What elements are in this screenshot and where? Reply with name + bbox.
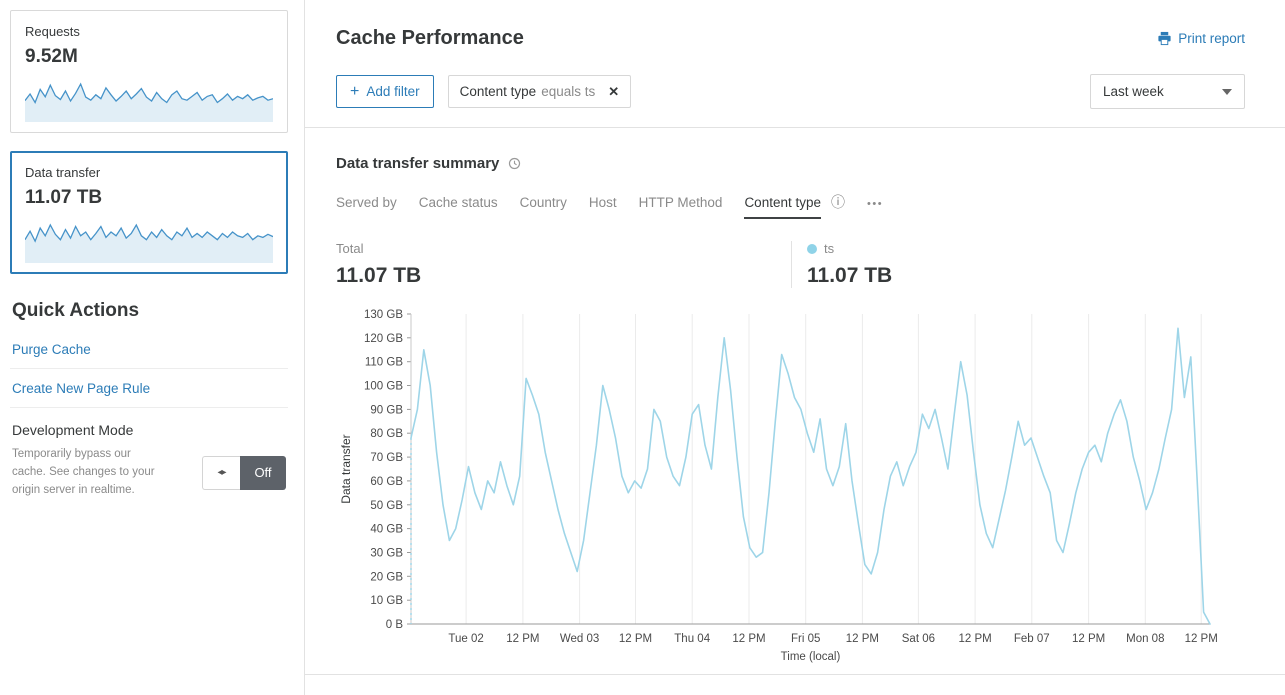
development-mode-description: Temporarily bypass our cache. See change… (12, 448, 155, 496)
history-clock-icon (509, 157, 521, 170)
svg-text:Data transfer: Data transfer (339, 434, 353, 503)
summary-stats: Total 11.07 TB ts 11.07 TB (336, 241, 1245, 288)
series-value: 11.07 TB (807, 264, 893, 287)
tab-http-method[interactable]: HTTP Method (638, 195, 723, 210)
print-report-link[interactable]: Print report (1157, 31, 1245, 46)
total-value: 11.07 TB (336, 264, 422, 287)
series-legend-label: ts (824, 241, 835, 256)
printer-icon (1158, 31, 1171, 46)
dev-mode-toggle-arrows-icon: ◂▸ (202, 455, 240, 490)
filter-chip-field: Content type (459, 84, 537, 99)
main-content: Cache Performance Print report + Add fil… (305, 0, 1285, 695)
svg-text:80 GB: 80 GB (370, 428, 403, 440)
svg-text:12 PM: 12 PM (506, 633, 539, 645)
quick-actions-title: Quick Actions (12, 300, 140, 321)
svg-text:0 B: 0 B (386, 619, 404, 631)
dev-mode-toggle[interactable]: ◂▸ Off (202, 455, 286, 490)
add-filter-label: Add filter (366, 84, 420, 99)
more-tabs-button[interactable]: ••• (867, 198, 884, 210)
chevron-down-icon (1222, 88, 1232, 95)
svg-text:60 GB: 60 GB (370, 476, 403, 488)
requests-sparkline-chart (25, 76, 273, 122)
requests-card-value: 9.52M (25, 46, 78, 67)
summary-tabs: Served by Cache status Country Host HTTP… (336, 192, 1245, 219)
svg-text:Time (local): Time (local) (781, 651, 841, 663)
requests-card-label: Requests (25, 24, 80, 39)
svg-text:Thu 04: Thu 04 (674, 633, 710, 645)
development-mode-title: Development Mode (12, 422, 134, 438)
requests-card[interactable]: Requests 9.52M (10, 10, 288, 133)
svg-text:90 GB: 90 GB (370, 404, 403, 416)
svg-text:Sat 06: Sat 06 (902, 633, 935, 645)
filter-chip-condition: equals ts (541, 84, 596, 99)
info-icon[interactable]: ⓘ (831, 194, 845, 210)
svg-text:12 PM: 12 PM (619, 633, 652, 645)
summary-section-title: Data transfer summary (336, 155, 500, 172)
data-transfer-card-value: 11.07 TB (25, 187, 103, 208)
tab-served-by[interactable]: Served by (336, 195, 397, 210)
svg-text:40 GB: 40 GB (370, 524, 403, 536)
svg-text:100 GB: 100 GB (364, 381, 403, 393)
svg-text:Feb 07: Feb 07 (1014, 633, 1050, 645)
filter-chip-close-icon[interactable]: ✕ (608, 83, 620, 99)
svg-text:12 PM: 12 PM (1072, 633, 1105, 645)
tab-cache-status[interactable]: Cache status (418, 195, 498, 210)
svg-text:130 GB: 130 GB (364, 309, 403, 321)
section-bottom-divider (305, 674, 1285, 675)
tab-country[interactable]: Country (519, 195, 567, 210)
tab-host[interactable]: Host (588, 195, 617, 210)
print-report-label: Print report (1178, 31, 1245, 46)
data-transfer-card[interactable]: Data transfer 11.07 TB (10, 151, 288, 274)
data-transfer-sparkline-chart (25, 217, 273, 263)
svg-text:12 PM: 12 PM (1185, 633, 1218, 645)
svg-text:120 GB: 120 GB (364, 333, 403, 345)
purge-cache-link[interactable]: Purge Cache (10, 330, 288, 369)
svg-text:10 GB: 10 GB (370, 595, 403, 607)
data-transfer-card-label: Data transfer (25, 165, 101, 180)
svg-text:20 GB: 20 GB (370, 571, 403, 583)
svg-text:30 GB: 30 GB (370, 548, 403, 560)
svg-text:70 GB: 70 GB (370, 452, 403, 464)
development-mode-section: Development Mode Temporarily bypass our … (10, 408, 288, 499)
svg-text:12 PM: 12 PM (732, 633, 765, 645)
data-transfer-chart-container: Tue 02 12 PM Wed 03 12 PM Thu 04 12 PM Fri 05 1… (336, 304, 1245, 672)
svg-text:12 PM: 12 PM (958, 633, 991, 645)
tab-content-type[interactable]: Content type (744, 195, 821, 219)
add-filter-button[interactable]: + Add filter (336, 75, 434, 108)
svg-text:Tue 02: Tue 02 (448, 633, 483, 645)
svg-text:12 PM: 12 PM (846, 633, 879, 645)
svg-text:110 GB: 110 GB (365, 357, 403, 369)
page-title: Cache Performance (336, 27, 524, 49)
time-range-value: Last week (1103, 84, 1164, 99)
create-page-rule-link[interactable]: Create New Page Rule (10, 369, 288, 408)
svg-text:Wed 03: Wed 03 (560, 633, 599, 645)
svg-text:50 GB: 50 GB (370, 500, 403, 512)
data-transfer-line-chart[interactable]: Tue 02 12 PM Wed 03 12 PM Thu 04 12 PM Fri 05 1… (336, 304, 1245, 672)
svg-text:Mon 08: Mon 08 (1126, 633, 1164, 645)
svg-text:Fri 05: Fri 05 (791, 633, 820, 645)
filter-chip-content-type[interactable]: Content type equals ts ✕ (447, 75, 632, 108)
dev-mode-toggle-state: Off (240, 455, 286, 490)
sidebar: Requests 9.52M Data transfer 11.07 TB Qu… (0, 0, 305, 695)
total-label: Total (336, 241, 364, 256)
stats-divider (791, 241, 792, 288)
time-range-select[interactable]: Last week (1090, 74, 1245, 109)
header-divider (305, 127, 1285, 128)
plus-icon: + (350, 82, 360, 100)
series-legend-dot (807, 243, 817, 254)
